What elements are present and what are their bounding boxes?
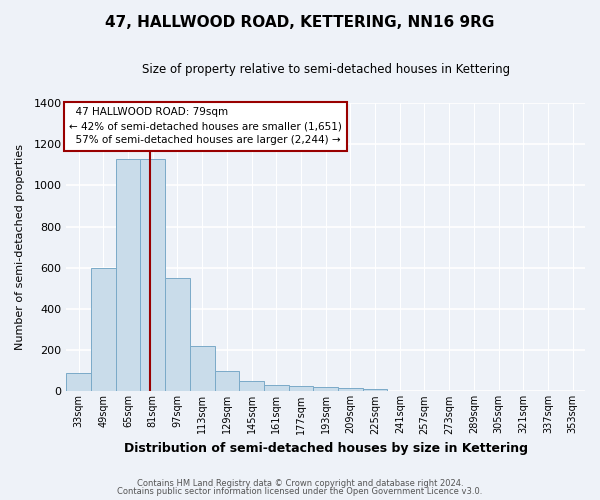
Title: Size of property relative to semi-detached houses in Kettering: Size of property relative to semi-detach… [142, 62, 510, 76]
Text: Contains HM Land Registry data © Crown copyright and database right 2024.: Contains HM Land Registry data © Crown c… [137, 478, 463, 488]
Bar [215, 371, 239, 392]
Bar [190, 346, 215, 392]
Bar [140, 158, 165, 392]
Text: 47, HALLWOOD ROAD, KETTERING, NN16 9RG: 47, HALLWOOD ROAD, KETTERING, NN16 9RG [106, 15, 494, 30]
Bar [338, 388, 363, 392]
Bar [67, 373, 91, 392]
Bar [363, 390, 388, 392]
Bar [264, 385, 289, 392]
Bar [239, 381, 264, 392]
Y-axis label: Number of semi-detached properties: Number of semi-detached properties [15, 144, 25, 350]
Bar [116, 158, 140, 392]
Bar [91, 268, 116, 392]
Bar [289, 386, 313, 392]
Bar [165, 278, 190, 392]
X-axis label: Distribution of semi-detached houses by size in Kettering: Distribution of semi-detached houses by … [124, 442, 527, 455]
Text: 47 HALLWOOD ROAD: 79sqm
← 42% of semi-detached houses are smaller (1,651)
  57% : 47 HALLWOOD ROAD: 79sqm ← 42% of semi-de… [69, 108, 342, 146]
Text: Contains public sector information licensed under the Open Government Licence v3: Contains public sector information licen… [118, 487, 482, 496]
Bar [313, 388, 338, 392]
